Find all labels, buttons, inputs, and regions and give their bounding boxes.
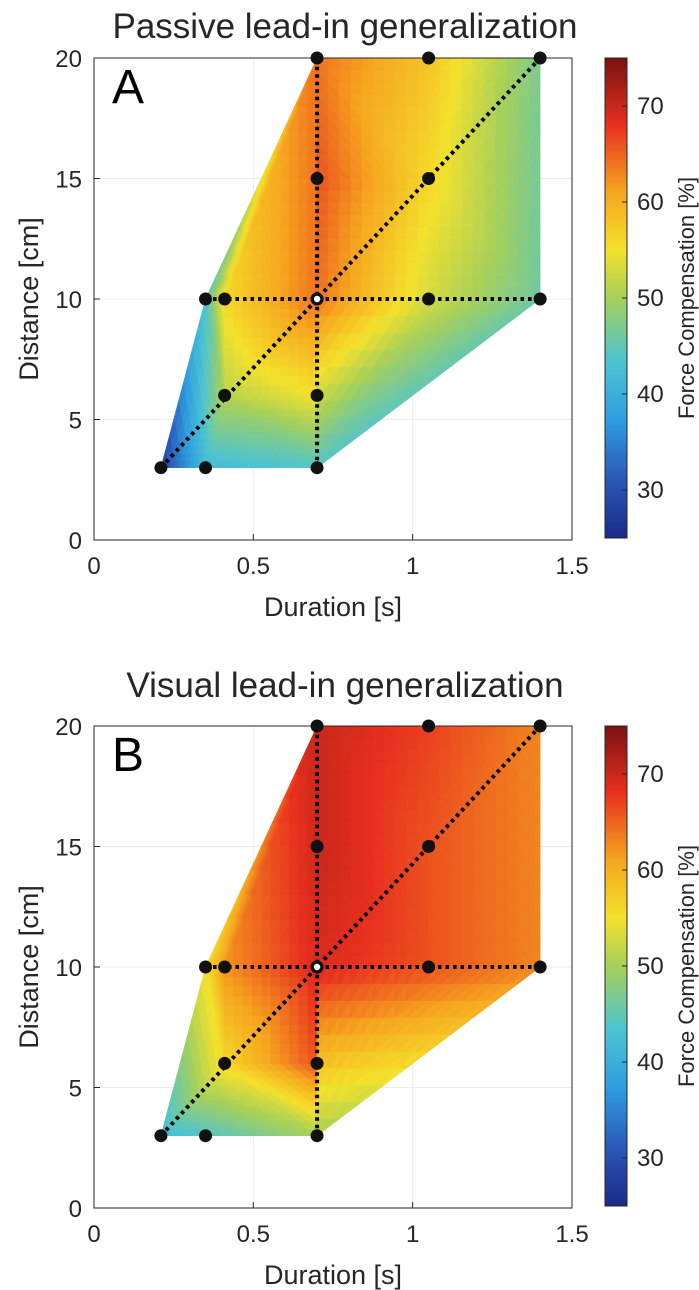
x-tick-label: 0.5 [237, 553, 270, 580]
data-point [310, 840, 324, 853]
data-point [533, 719, 547, 733]
heatmap-cell [349, 846, 362, 860]
heatmap-cell [383, 846, 396, 860]
chart-panel-b: Visual lead-in generalization 0 0.5 1 1.5 0 5 1… [14, 666, 699, 1290]
colorbar-tick-label: 40 [637, 381, 664, 408]
data-point [533, 960, 547, 974]
data-point [310, 172, 324, 185]
heatmap-cell [349, 178, 362, 192]
heatmap-cell [394, 846, 407, 860]
y-tick-label: 0 [69, 528, 82, 555]
y-tick-label: 0 [69, 1196, 82, 1223]
heatmap-cell [383, 178, 396, 192]
data-point [310, 388, 324, 402]
y-tick-label: 20 [55, 714, 82, 741]
heatmap-cell [405, 846, 418, 860]
colorbar-label: Force Compensation [%] [674, 845, 699, 1087]
data-point [154, 1129, 168, 1143]
y-tick-label: 10 [55, 287, 82, 314]
data-point [533, 292, 547, 306]
heatmap-surface [160, 725, 542, 1137]
x-axis-label: Duration [s] [264, 1260, 402, 1290]
data-point [422, 292, 436, 306]
colorbar-tick-label: 60 [637, 189, 664, 216]
colorbar-tick-label: 50 [637, 953, 664, 980]
data-point [422, 840, 436, 853]
center-point [313, 295, 321, 303]
heatmap-cell [327, 846, 340, 860]
data-point [310, 1056, 324, 1070]
panel-label: A [112, 61, 144, 114]
colorbar-tick-label: 30 [637, 1145, 664, 1172]
colorbar-tick-label: 70 [637, 761, 664, 788]
chart-title: Visual lead-in generalization [126, 666, 563, 705]
colorbar: 30 40 50 60 70 Force Compensation [%] [604, 725, 699, 1207]
y-tick-label: 10 [55, 955, 82, 982]
x-axis-label: Duration [s] [264, 592, 402, 622]
heatmap-cell [360, 846, 374, 860]
heatmap-cell [338, 178, 351, 192]
x-tick-label: 1 [406, 553, 419, 580]
data-point [422, 960, 436, 974]
heatmap-cell [338, 846, 351, 860]
panel-label: B [112, 729, 144, 782]
heatmap-surface [160, 57, 542, 469]
y-tick-label: 5 [69, 408, 82, 435]
data-point [310, 1129, 324, 1143]
colorbar: 30 40 50 60 70 Force Compensation [%] [604, 57, 699, 539]
data-point [218, 960, 232, 974]
data-point [199, 292, 213, 306]
heatmap-cell [394, 178, 407, 192]
heatmap-cell [372, 178, 385, 192]
data-point [422, 51, 436, 65]
y-tick-label: 15 [55, 835, 82, 862]
y-tick-label: 20 [55, 46, 82, 73]
data-point [154, 461, 168, 475]
data-point [218, 1056, 232, 1070]
y-tick-label: 15 [55, 167, 82, 194]
colorbar-tick-label: 30 [637, 477, 664, 504]
x-tick-label: 0 [87, 553, 100, 580]
data-point [199, 960, 213, 974]
data-point [310, 461, 324, 475]
colorbar-tick-label: 70 [637, 93, 664, 120]
chart-title: Passive lead-in generalization [113, 7, 578, 46]
x-tick-label: 1.5 [555, 553, 588, 580]
colorbar-tick-label: 50 [637, 285, 664, 312]
y-tick-label: 5 [69, 1076, 82, 1103]
data-point [310, 51, 324, 65]
x-tick-label: 1 [406, 1221, 419, 1248]
data-point [199, 1129, 213, 1143]
colorbar-tick-label: 60 [637, 857, 664, 884]
data-point [422, 719, 436, 733]
data-point [533, 51, 547, 65]
y-axis-label: Distance [cm] [14, 217, 44, 381]
data-point [218, 388, 232, 402]
data-point [199, 461, 213, 475]
data-point [310, 719, 324, 733]
heatmap-cell [372, 846, 385, 860]
heatmap-cell [360, 178, 374, 192]
y-axis-label: Distance [cm] [14, 885, 44, 1049]
data-point [422, 172, 436, 185]
center-point [313, 963, 321, 971]
heatmap-cell [327, 178, 340, 192]
x-tick-label: 1.5 [555, 1221, 588, 1248]
heatmap-cell [405, 178, 418, 192]
data-point [218, 292, 232, 306]
colorbar-tick-label: 40 [637, 1049, 664, 1076]
chart-panel-a: Passive lead-in generalization 0 0.5 1 1.5 0 5… [14, 7, 699, 622]
colorbar-label: Force Compensation [%] [674, 177, 699, 419]
x-tick-label: 0 [87, 1221, 100, 1248]
x-tick-label: 0.5 [237, 1221, 270, 1248]
